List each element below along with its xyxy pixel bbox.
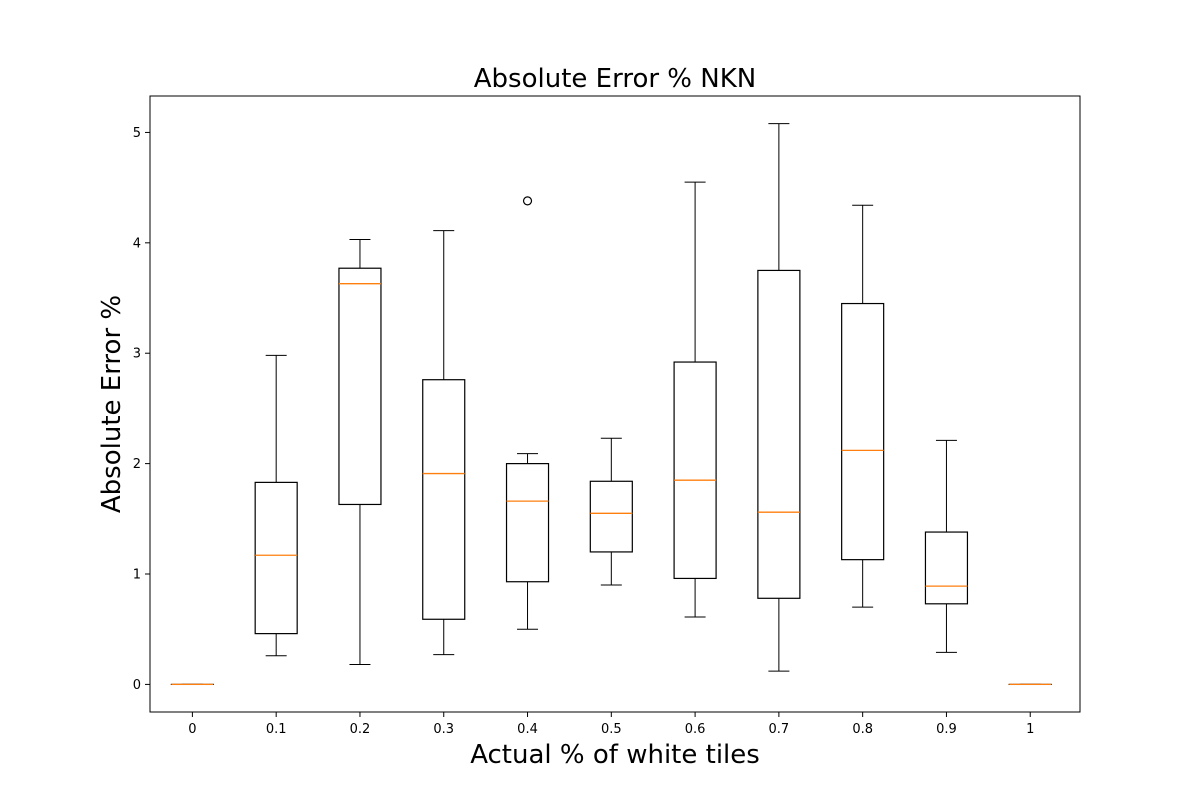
- iqr-box: [589, 480, 633, 553]
- plot-frame: [149, 95, 1081, 713]
- x-tick-label: 0.7: [769, 722, 790, 737]
- x-tick-label: 0.6: [685, 722, 706, 737]
- iqr-box: [924, 531, 969, 605]
- outlier-point: [522, 196, 533, 206]
- iqr-box: [338, 267, 382, 506]
- iqr-box: [673, 361, 717, 580]
- x-tick-label: 0: [188, 722, 196, 737]
- iqr-box: [505, 463, 550, 583]
- x-tick-label: 0.5: [601, 722, 622, 737]
- iqr-box: [422, 379, 466, 620]
- x-tick-label: 0.4: [517, 722, 538, 737]
- chart-title: Absolute Error % NKN: [474, 64, 756, 94]
- y-axis-title: Absolute Error %: [97, 295, 127, 513]
- x-tick-label: 0.3: [433, 722, 454, 737]
- x-tick-label: 1: [1026, 722, 1034, 737]
- iqr-box: [254, 481, 298, 635]
- y-tick-label: 3: [133, 347, 141, 362]
- x-tick-label: 0.2: [350, 722, 371, 737]
- iqr-box: [757, 269, 801, 599]
- x-tick-label: 0.9: [936, 722, 957, 737]
- y-tick-label: 2: [133, 457, 141, 472]
- iqr-box: [841, 302, 885, 561]
- y-tick-label: 0: [133, 678, 141, 693]
- plot-area: 0 1 2 3 4 5 0 0.1 0.2 0.3 0.4 0.5 0.6 0.7 0.8 0.9 1: [133, 95, 1081, 737]
- x-axis-title: Actual % of white tiles: [470, 740, 760, 770]
- y-tick-label: 1: [133, 568, 141, 583]
- y-tick-label: 4: [133, 236, 141, 251]
- x-tick-label: 0.1: [266, 722, 287, 737]
- y-tick-label: 5: [133, 126, 141, 141]
- x-tick-label: 0.8: [852, 722, 873, 737]
